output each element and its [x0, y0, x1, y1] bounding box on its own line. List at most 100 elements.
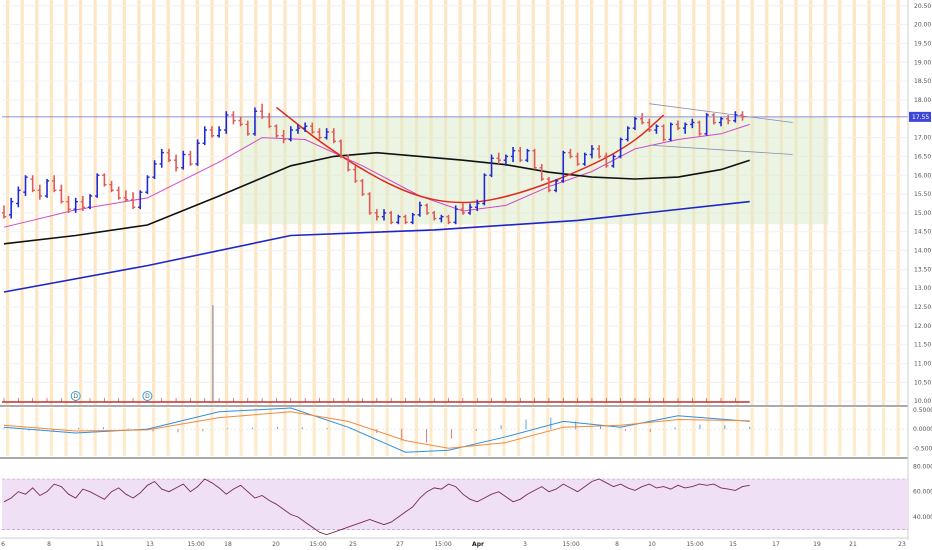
- candle: [102, 173, 107, 187]
- candle: [130, 192, 136, 210]
- dividend-marker-label: D: [145, 393, 150, 400]
- candle: [539, 163, 544, 181]
- candle: [575, 152, 580, 166]
- session-stripe: [122, 0, 126, 405]
- session-stripe: [20, 0, 24, 405]
- session-stripe: [341, 408, 345, 456]
- candle: [238, 116, 243, 127]
- session-stripe: [882, 0, 886, 405]
- candle: [661, 124, 666, 142]
- candle: [453, 205, 458, 225]
- channel-lower-line: [649, 144, 793, 155]
- price-tick-label: 18.00: [914, 97, 931, 104]
- session-stripe: [385, 408, 389, 456]
- candle: [718, 116, 724, 127]
- session-stripe: [35, 408, 39, 456]
- candle: [439, 214, 444, 223]
- candle: [568, 148, 573, 159]
- candle: [353, 165, 358, 183]
- price-tick-label: 15.00: [914, 210, 931, 217]
- candle: [396, 214, 401, 225]
- price-tick-label: 19.00: [914, 59, 931, 66]
- time-tick-label: 15:00: [309, 541, 326, 548]
- candle: [145, 175, 150, 195]
- candle: [338, 139, 344, 159]
- cup-pattern-curve: [275, 106, 665, 204]
- candle: [245, 120, 250, 136]
- candle: [503, 154, 509, 166]
- candle: [87, 194, 93, 210]
- candle: [345, 154, 351, 172]
- candle: [302, 122, 308, 132]
- price-tick-label: 18.50: [914, 78, 931, 85]
- candle: [654, 124, 659, 134]
- candle: [625, 126, 630, 142]
- candle: [647, 118, 652, 132]
- time-tick-label: 25: [349, 541, 357, 548]
- candle: [360, 179, 365, 196]
- price-tick-label: 10.50: [914, 379, 931, 386]
- candle: [489, 154, 494, 178]
- candle: [123, 190, 129, 202]
- price-tick-label: 14.00: [914, 248, 931, 255]
- session-stripe: [838, 0, 842, 405]
- candle: [16, 186, 21, 208]
- macd-tick-label: -0.5000: [913, 445, 932, 452]
- time-tick-label: 10: [648, 541, 656, 548]
- time-tick-label: 15:00: [187, 541, 204, 548]
- price-tick-label: 16.00: [914, 172, 931, 179]
- candle: [711, 113, 717, 125]
- candle: [295, 124, 301, 134]
- session-stripe: [152, 0, 156, 405]
- session-stripe: [312, 408, 316, 456]
- candle: [675, 120, 681, 131]
- candle: [231, 111, 236, 125]
- session-stripe: [166, 408, 170, 456]
- candle: [66, 195, 71, 213]
- candle: [632, 116, 638, 131]
- session-stripe: [458, 408, 462, 456]
- time-tick-label: 15:00: [686, 541, 703, 548]
- candle: [446, 214, 451, 225]
- candle: [697, 120, 702, 136]
- candle: [733, 111, 738, 123]
- candle: [582, 152, 587, 166]
- candle: [224, 111, 229, 134]
- candle: [410, 212, 415, 225]
- candle: [1, 205, 7, 219]
- session-stripe: [677, 408, 681, 456]
- candle: [475, 199, 480, 212]
- candle: [589, 145, 595, 159]
- blue-moving-average: [3, 200, 750, 293]
- pattern-box: [240, 116, 829, 225]
- session-stripe: [502, 408, 506, 456]
- candle: [166, 148, 172, 163]
- price-tick-label: 12.50: [914, 304, 931, 311]
- session-stripe: [823, 408, 827, 456]
- candle: [202, 126, 207, 146]
- rsi-line: [3, 478, 750, 536]
- candle: [109, 180, 114, 193]
- candle: [173, 154, 179, 172]
- session-stripe: [181, 408, 185, 456]
- candle: [611, 154, 616, 168]
- session-stripe: [604, 408, 608, 456]
- session-stripe: [838, 408, 842, 456]
- session-stripe: [882, 408, 886, 456]
- rsi-tick-label: 40.0000: [913, 514, 932, 521]
- session-stripe: [20, 408, 24, 456]
- price-tick-label: 16.50: [914, 153, 931, 160]
- time-tick-label: 13: [146, 541, 154, 548]
- session-stripe: [809, 408, 813, 456]
- candle: [618, 137, 623, 159]
- price-tick-label: 13.50: [914, 266, 931, 273]
- session-stripe: [122, 408, 126, 456]
- session-stripe: [546, 408, 550, 456]
- session-stripe: [852, 408, 856, 456]
- time-tick-label: 8: [47, 541, 51, 548]
- candle: [417, 201, 423, 217]
- candle: [482, 173, 487, 206]
- candle: [8, 197, 14, 219]
- candle: [288, 126, 293, 142]
